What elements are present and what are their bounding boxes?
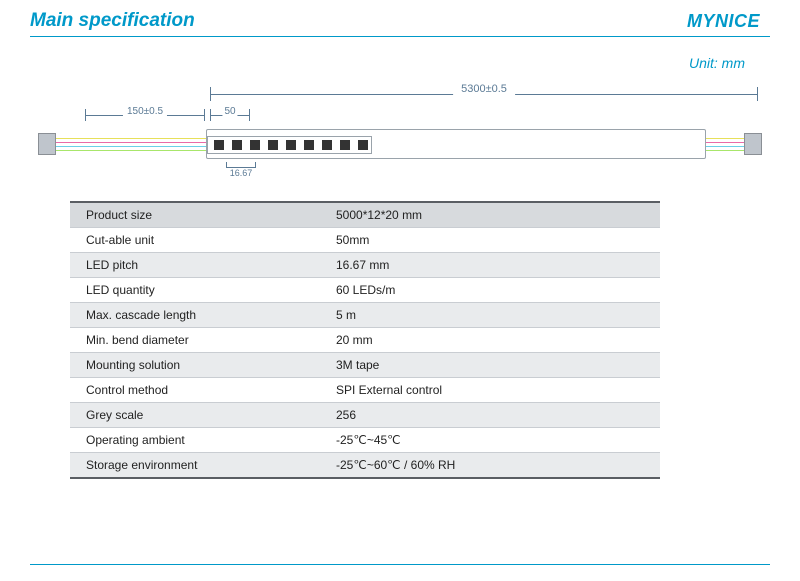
led-segment — [358, 140, 368, 150]
table-row: LED quantity60 LEDs/m — [70, 278, 660, 303]
wire — [56, 146, 206, 148]
wires-right — [706, 135, 744, 153]
table-row: Mounting solution3M tape — [70, 353, 660, 378]
dimension-diagram: 5300±0.5 150±0.5 50 16.67 — [30, 77, 770, 187]
spec-label: LED pitch — [70, 253, 320, 278]
table-row: Operating ambient-25℃~45℃ — [70, 428, 660, 453]
led-segment — [322, 140, 332, 150]
spec-table: Product size5000*12*20 mmCut-able unit50… — [70, 201, 660, 479]
dim-overall-label: 5300±0.5 — [453, 83, 515, 95]
spec-value: 256 — [320, 403, 660, 428]
dim-pitch: 16.67 — [226, 167, 256, 178]
table-row: Grey scale256 — [70, 403, 660, 428]
wire — [706, 142, 744, 144]
wire — [706, 150, 744, 152]
spec-label: Cut-able unit — [70, 228, 320, 253]
led-strip-exposed — [207, 136, 372, 154]
spec-value: SPI External control — [320, 378, 660, 403]
led-segment — [304, 140, 314, 150]
spec-label: Max. cascade length — [70, 303, 320, 328]
spec-value: -25℃~45℃ — [320, 428, 660, 453]
dim-overall: 5300±0.5 — [210, 87, 758, 101]
header: Main specification MYNICE — [0, 0, 800, 36]
led-segment — [250, 140, 260, 150]
table-row: Control methodSPI External control — [70, 378, 660, 403]
spec-label: Min. bend diameter — [70, 328, 320, 353]
dim-cut: 50 — [210, 109, 250, 121]
spec-label: LED quantity — [70, 278, 320, 303]
table-row: Product size5000*12*20 mm — [70, 202, 660, 228]
connector-right — [744, 133, 762, 155]
led-segment — [214, 140, 224, 150]
spec-label: Mounting solution — [70, 353, 320, 378]
led-segment — [286, 140, 296, 150]
wire — [56, 138, 206, 140]
spec-value: 50mm — [320, 228, 660, 253]
table-row: Min. bend diameter20 mm — [70, 328, 660, 353]
spec-label: Storage environment — [70, 453, 320, 479]
led-segment — [268, 140, 278, 150]
page-title: Main specification — [30, 10, 195, 32]
spec-value: 20 mm — [320, 328, 660, 353]
divider-bottom — [30, 564, 770, 565]
table-row: Cut-able unit50mm — [70, 228, 660, 253]
wire — [706, 146, 744, 148]
led-segment — [232, 140, 242, 150]
wires-left — [56, 135, 206, 153]
dim-cut-label: 50 — [222, 106, 237, 117]
wire — [56, 150, 206, 152]
spec-label: Operating ambient — [70, 428, 320, 453]
spec-label: Product size — [70, 202, 320, 228]
tube — [206, 129, 706, 159]
wire — [56, 142, 206, 144]
spec-value: -25℃~60℃ / 60% RH — [320, 453, 660, 479]
spec-label: Control method — [70, 378, 320, 403]
cut-line — [372, 129, 402, 161]
spec-table-body: Product size5000*12*20 mmCut-able unit50… — [70, 202, 660, 478]
wire — [706, 138, 744, 140]
brand-logo: MYNICE — [687, 11, 760, 32]
table-row: Storage environment-25℃~60℃ / 60% RH — [70, 453, 660, 479]
dim-pitch-label: 16.67 — [230, 168, 253, 178]
spec-value: 60 LEDs/m — [320, 278, 660, 303]
dim-lead-label: 150±0.5 — [123, 106, 167, 117]
connector-left — [38, 133, 56, 155]
dim-lead: 150±0.5 — [85, 109, 205, 121]
table-row: Max. cascade length5 m — [70, 303, 660, 328]
spec-value: 5 m — [320, 303, 660, 328]
spec-label: Grey scale — [70, 403, 320, 428]
spec-value: 16.67 mm — [320, 253, 660, 278]
led-segment — [340, 140, 350, 150]
table-row: LED pitch16.67 mm — [70, 253, 660, 278]
spec-value: 5000*12*20 mm — [320, 202, 660, 228]
strip-body — [30, 125, 770, 163]
spec-value: 3M tape — [320, 353, 660, 378]
unit-label: Unit: mm — [0, 37, 800, 77]
